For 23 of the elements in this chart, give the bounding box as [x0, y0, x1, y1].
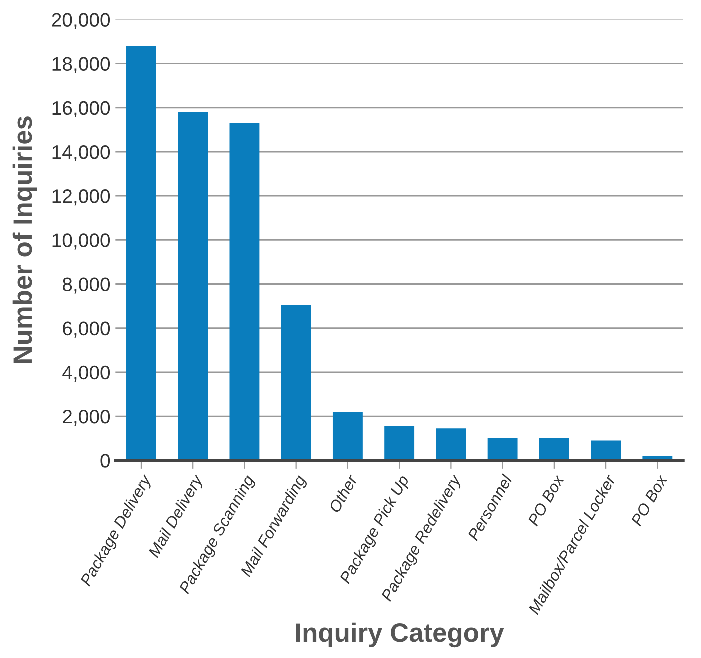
bar: [591, 440, 622, 461]
bar: [332, 412, 363, 461]
bar: [126, 46, 156, 461]
y-axis-title: Number of Inquiries: [12, 116, 38, 364]
bar: [488, 438, 518, 461]
y-tick-label: 16,000: [52, 101, 110, 118]
bar: [539, 438, 570, 461]
bar: [230, 123, 260, 461]
bar: [384, 426, 415, 461]
y-tick-label: 18,000: [52, 57, 110, 74]
bar: [281, 305, 312, 461]
bar: [436, 428, 466, 461]
x-axis-title: Inquiry Category: [296, 622, 504, 648]
bar: [178, 112, 208, 461]
y-tick-label: 14,000: [52, 145, 110, 162]
y-tick-label: 6,000: [63, 322, 110, 338]
y-tick-label: 10,000: [52, 234, 110, 250]
y-tick-label: 4,000: [62, 366, 110, 382]
y-tick-label: 20,000: [52, 13, 110, 30]
y-tick-label: 8,000: [62, 278, 110, 294]
y-tick-label: 12,000: [52, 190, 110, 206]
y-tick-label: 0: [100, 454, 110, 468]
y-tick-label: 2,000: [63, 410, 110, 426]
